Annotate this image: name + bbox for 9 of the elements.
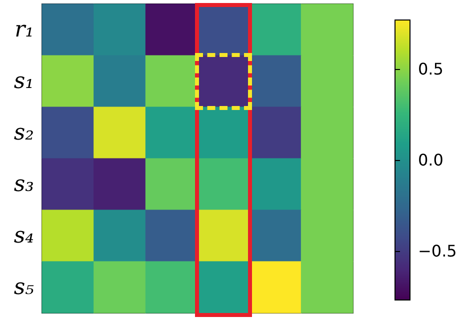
y-tick-label: r₁ (14, 17, 34, 42)
color-bar-label: −0.5 (418, 241, 457, 260)
y-tick-label: s₃ (14, 172, 34, 197)
y-tick-label: s₂ (14, 120, 34, 146)
y-tick-label: s₅ (14, 274, 34, 300)
color-bar-label: 0.0 (418, 150, 444, 170)
y-tick-label: s₄ (14, 223, 34, 248)
y-tick-label: s₁ (14, 68, 34, 94)
color-bar-label: 0.5 (418, 60, 444, 79)
